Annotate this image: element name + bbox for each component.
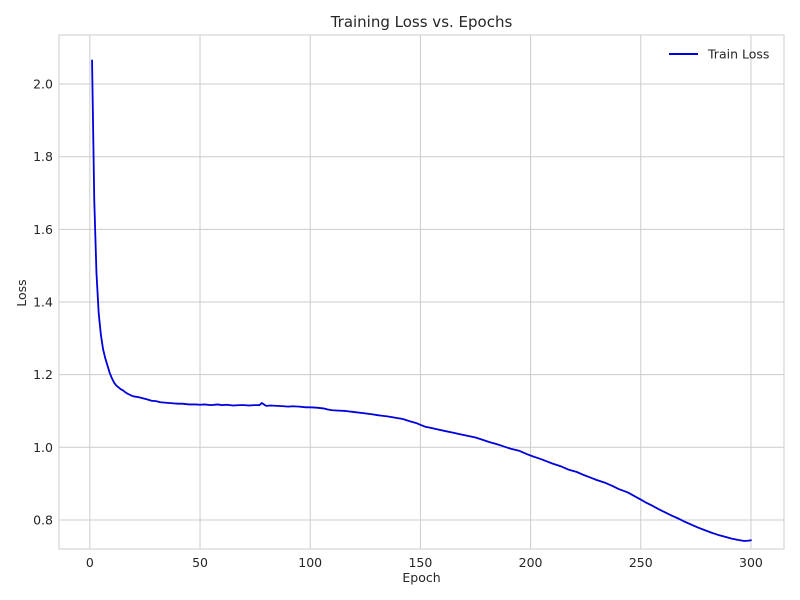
series-line-train-loss [91,59,752,542]
y-tick-label: 0.8 [33,512,53,527]
x-tick-label: 100 [298,555,322,570]
legend-entry-train-loss: Train Loss [707,47,769,62]
y-tick-label: 2.0 [33,77,53,92]
x-tick-label: 300 [739,555,763,570]
legend: Train Loss [669,47,769,62]
x-tick-label: 0 [86,555,94,570]
y-tick-label: 1.6 [33,222,53,237]
y-tick-label: 1.4 [33,294,53,309]
y-tick-label: 1.2 [33,367,53,382]
x-tick-label: 200 [519,555,543,570]
plot-frame [58,34,785,550]
series-layer [91,59,752,542]
tick-layer: 0 50 100 150 200 250 300 0.8 1.0 1.2 1.4 1.6 1.8 2.0 [33,77,763,570]
grid-layer [59,35,784,549]
y-tick-label: 1.0 [33,440,53,455]
y-tick-label: 1.8 [33,149,53,164]
y-axis-label: Loss [14,279,29,306]
plot-area-border [58,34,785,550]
chart-title: Training Loss vs. Epochs [330,13,513,31]
x-tick-label: 150 [408,555,432,570]
x-tick-label: 250 [629,555,653,570]
x-tick-label: 50 [192,555,208,570]
x-axis-label: Epoch [402,570,440,585]
